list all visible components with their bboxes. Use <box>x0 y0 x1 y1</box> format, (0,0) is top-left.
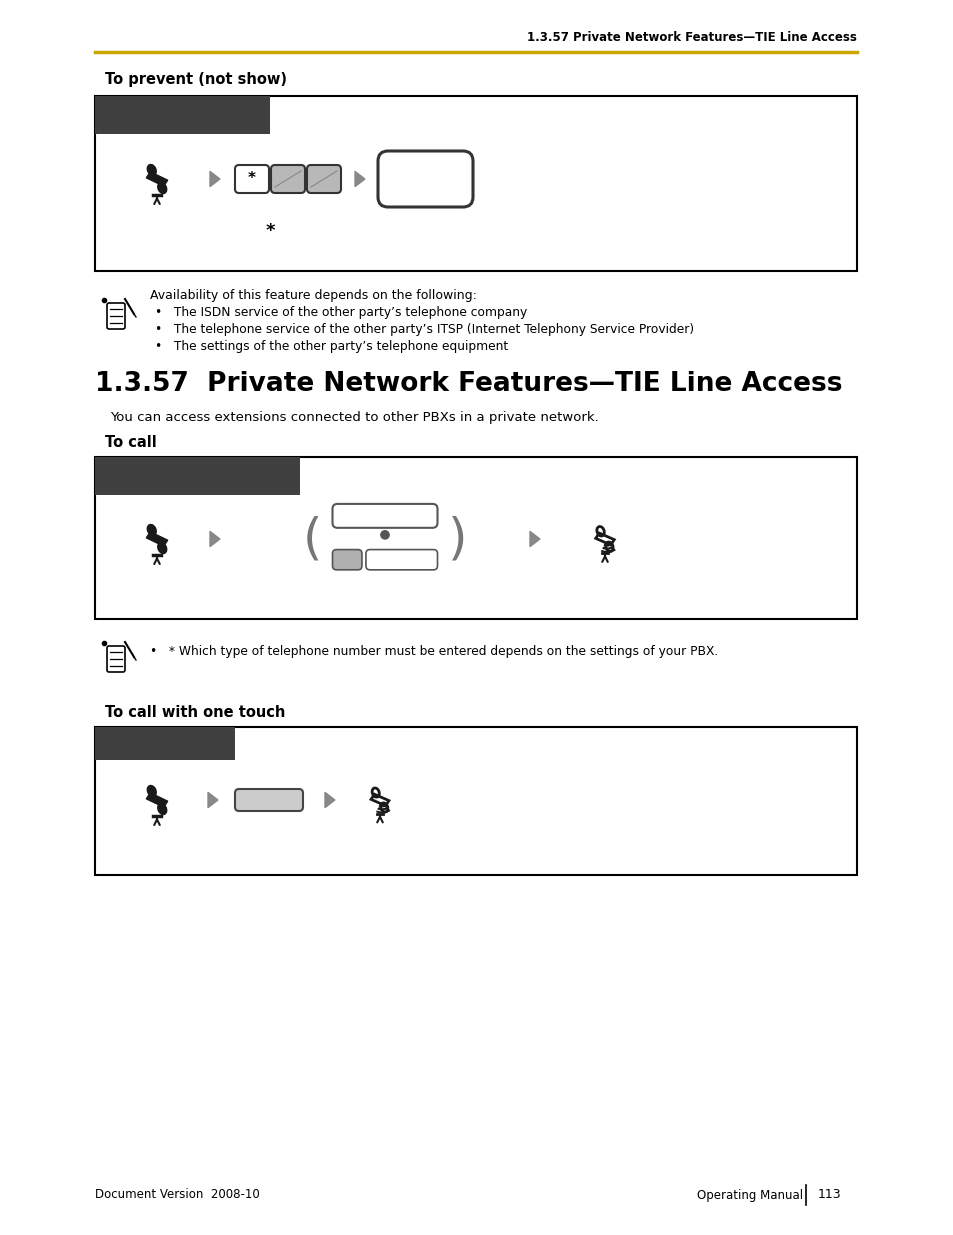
Text: 113: 113 <box>817 1188 841 1202</box>
FancyBboxPatch shape <box>234 165 269 193</box>
FancyBboxPatch shape <box>234 789 303 811</box>
Text: •   The settings of the other party’s telephone equipment: • The settings of the other party’s tele… <box>154 340 508 353</box>
Polygon shape <box>210 531 220 547</box>
Text: *: * <box>265 222 274 240</box>
Text: Operating Manual: Operating Manual <box>696 1188 802 1202</box>
Text: 1.3.57  Private Network Features—TIE Line Access: 1.3.57 Private Network Features—TIE Line… <box>95 370 841 396</box>
Ellipse shape <box>147 525 156 536</box>
Ellipse shape <box>157 542 167 553</box>
Ellipse shape <box>380 531 389 538</box>
Ellipse shape <box>147 164 156 175</box>
FancyBboxPatch shape <box>107 646 125 672</box>
Bar <box>95 96 856 270</box>
FancyBboxPatch shape <box>107 303 125 329</box>
FancyBboxPatch shape <box>366 550 437 569</box>
Text: *: * <box>248 172 255 186</box>
Polygon shape <box>208 793 217 808</box>
Polygon shape <box>146 172 168 186</box>
Text: •   * Which type of telephone number must be entered depends on the settings of : • * Which type of telephone number must … <box>150 645 718 658</box>
Polygon shape <box>210 172 220 186</box>
Ellipse shape <box>147 785 156 797</box>
Bar <box>95 727 856 876</box>
Polygon shape <box>355 172 364 186</box>
Polygon shape <box>325 793 335 808</box>
Bar <box>95 457 856 619</box>
Bar <box>95 457 299 495</box>
Text: To call: To call <box>105 435 156 450</box>
FancyBboxPatch shape <box>333 504 437 527</box>
Text: ): ) <box>448 515 467 563</box>
Ellipse shape <box>157 804 167 815</box>
Text: Document Version  2008-10: Document Version 2008-10 <box>95 1188 259 1202</box>
Polygon shape <box>146 532 168 546</box>
FancyBboxPatch shape <box>377 151 473 207</box>
Bar <box>95 727 234 760</box>
Text: 1.3.57 Private Network Features—TIE Line Access: 1.3.57 Private Network Features—TIE Line… <box>527 31 856 44</box>
FancyBboxPatch shape <box>307 165 340 193</box>
Text: You can access extensions connected to other PBXs in a private network.: You can access extensions connected to o… <box>110 411 598 424</box>
Ellipse shape <box>157 183 167 194</box>
Text: (: ( <box>302 515 321 563</box>
Text: •   The telephone service of the other party’s ITSP (Internet Telephony Service : • The telephone service of the other par… <box>154 324 694 336</box>
Text: To prevent (not show): To prevent (not show) <box>105 72 287 86</box>
FancyBboxPatch shape <box>271 165 305 193</box>
FancyBboxPatch shape <box>333 550 361 569</box>
Text: Availability of this feature depends on the following:: Availability of this feature depends on … <box>150 289 476 303</box>
Polygon shape <box>530 531 539 547</box>
Polygon shape <box>146 793 168 808</box>
Bar <box>95 96 270 135</box>
Text: •   The ISDN service of the other party’s telephone company: • The ISDN service of the other party’s … <box>154 306 527 319</box>
Text: To call with one touch: To call with one touch <box>105 705 285 720</box>
